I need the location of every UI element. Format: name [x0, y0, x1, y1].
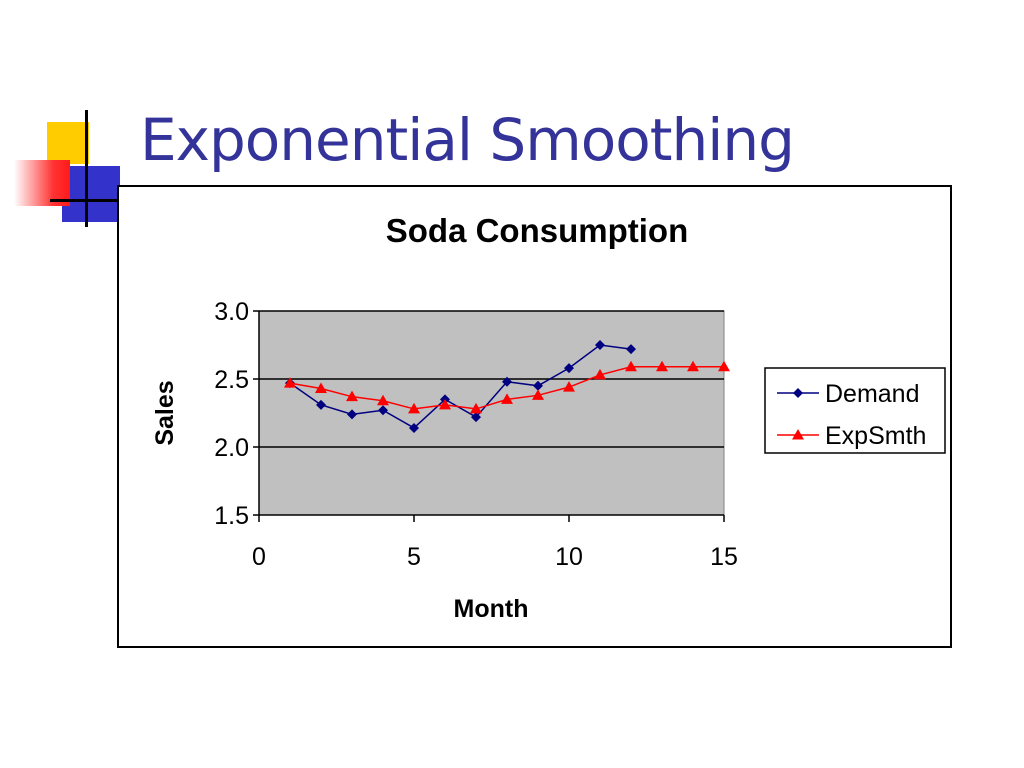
data-point-demand [409, 422, 419, 433]
plot-area [258, 310, 725, 516]
x-axis-label: Month [454, 595, 529, 623]
data-point-demand [626, 344, 636, 355]
y-tick-label: 2.5 [214, 366, 249, 394]
data-point-expsmth [346, 390, 358, 402]
legend-marker-demand [793, 388, 803, 398]
y-axis-label: Sales [151, 380, 179, 445]
slide-title: Exponential Smoothing [140, 106, 795, 174]
data-point-expsmth [439, 398, 451, 410]
data-point-expsmth [377, 394, 389, 406]
x-tick-label: 5 [407, 543, 421, 571]
chart-frame: Soda Consumption 1.5 2.0 2.5 3.0 0 5 10 15 Month S… [117, 185, 952, 648]
legend-marker-expsmth [792, 429, 804, 440]
data-point-expsmth [687, 360, 699, 372]
data-point-expsmth [532, 389, 544, 400]
data-point-demand [316, 399, 326, 410]
y-tick-label: 3.0 [214, 298, 249, 326]
data-point-demand [378, 405, 388, 416]
x-tick-label: 10 [555, 543, 583, 571]
data-point-expsmth [501, 393, 513, 404]
data-point-expsmth [656, 360, 668, 372]
x-tick-label: 15 [710, 543, 738, 571]
x-tick-label: 0 [252, 543, 266, 571]
chart-title: Soda Consumption [386, 212, 688, 249]
data-point-expsmth [718, 360, 730, 372]
deco-blue-square [62, 166, 120, 222]
data-point-expsmth [625, 360, 637, 372]
data-point-expsmth [315, 382, 327, 394]
y-tick-label: 2.0 [214, 434, 249, 462]
series-line-demand [289, 344, 632, 429]
data-point-expsmth [284, 377, 296, 388]
chart: Soda Consumption 1.5 2.0 2.5 3.0 0 5 10 15 Month S… [151, 212, 946, 623]
data-point-demand [502, 376, 512, 387]
data-point-expsmth [594, 368, 606, 380]
deco-yellow-square [47, 122, 89, 164]
legend-label-expsmth: ExpSmth [825, 422, 926, 450]
legend-label-demand: Demand [825, 380, 920, 408]
data-point-expsmth [408, 402, 420, 414]
deco-vertical-line [85, 110, 88, 227]
data-point-expsmth [563, 381, 575, 392]
data-point-demand [533, 380, 543, 391]
y-tick-label: 1.5 [214, 502, 249, 530]
data-point-expsmth [470, 402, 482, 414]
deco-red-square [14, 160, 70, 206]
data-point-demand [564, 363, 574, 374]
deco-horizontal-line [50, 199, 120, 202]
data-point-demand [347, 409, 357, 420]
data-point-demand [471, 412, 481, 423]
data-point-demand [595, 340, 605, 350]
